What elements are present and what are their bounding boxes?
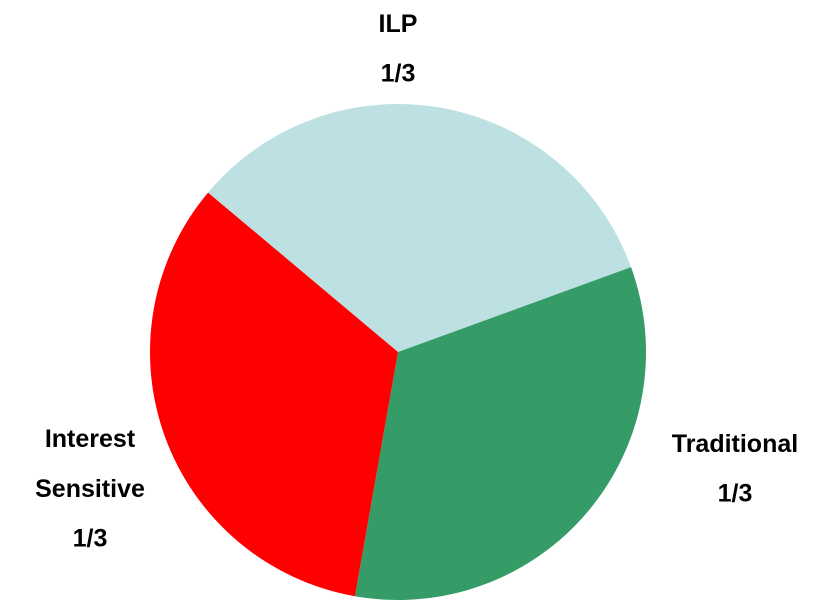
slice-value-label: 1/3 <box>718 480 753 508</box>
slice-category-label: Interest Sensitive <box>35 425 145 503</box>
slice-category-label: Traditional <box>672 430 798 458</box>
pie-slice <box>150 192 398 597</box>
pie-slice <box>354 267 646 600</box>
slice-category-label: ILP <box>379 10 418 38</box>
pie-slice <box>208 104 632 353</box>
slice-value-label: 1/3 <box>73 525 108 553</box>
slice-value-label: 1/3 <box>381 60 416 88</box>
